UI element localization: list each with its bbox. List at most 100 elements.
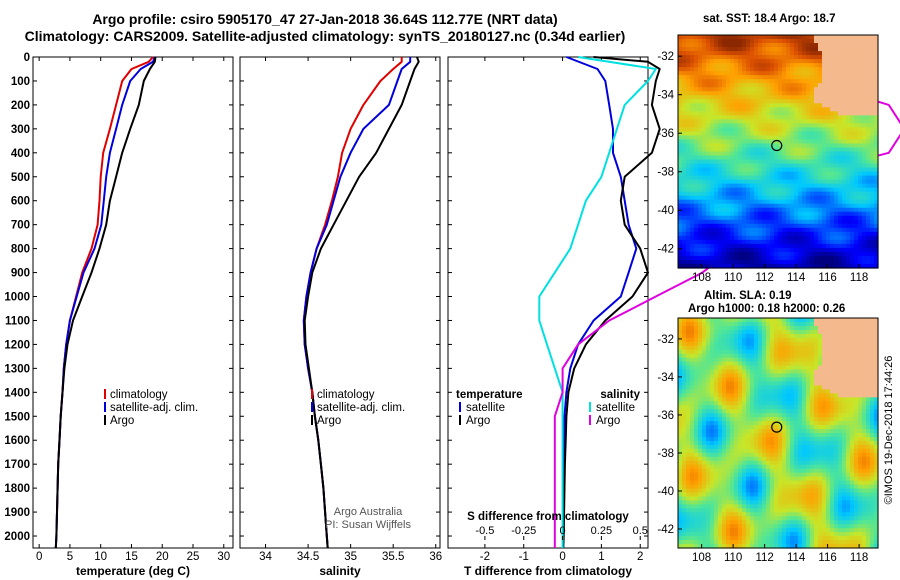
x-tick-label: 36 bbox=[429, 551, 442, 563]
profile-panel-frame bbox=[239, 56, 441, 549]
sla-title: Altim. SLA: 0.19 bbox=[704, 290, 792, 302]
x-tick-label: 1 bbox=[598, 551, 604, 563]
sst-map bbox=[678, 35, 879, 269]
x-tick-label: 20 bbox=[156, 551, 169, 563]
depth-tick-label: 800 bbox=[11, 244, 30, 256]
s-axis-label: S difference from climatology bbox=[467, 511, 629, 523]
map-x-tick-label: 108 bbox=[692, 552, 711, 564]
footer-stamp: ©IMOS 19-Dec-2018 17:44:26 bbox=[883, 356, 895, 505]
map-y-tick-label: -40 bbox=[657, 486, 674, 498]
depth-tick-label: 1800 bbox=[4, 483, 30, 495]
legend-label: satellite-adj. clim. bbox=[317, 402, 405, 414]
profile-panel-frame bbox=[32, 56, 234, 549]
depth-tick-label: 1600 bbox=[4, 435, 30, 447]
depth-tick-label: 1000 bbox=[4, 292, 30, 304]
s-axis-tick-label: -0.5 bbox=[475, 525, 494, 537]
depth-tick-label: 1900 bbox=[4, 507, 30, 519]
annotation-text: Argo Australia bbox=[334, 506, 403, 518]
depth-tick-label: 1300 bbox=[4, 363, 30, 375]
legend-label: Argo bbox=[317, 415, 341, 427]
map-x-tick-label: 110 bbox=[724, 272, 742, 284]
x-tick-label: 5 bbox=[67, 551, 73, 563]
map-x-tick-label: 114 bbox=[787, 272, 806, 284]
map-y-tick-label: -32 bbox=[657, 51, 674, 63]
x-axis-label: salinity bbox=[319, 564, 361, 578]
argo-location-marker bbox=[771, 139, 783, 152]
legend-label: satellite-adj. clim. bbox=[110, 402, 198, 414]
map-x-tick-label: 108 bbox=[692, 272, 711, 284]
s-axis-tick-label: 0 bbox=[560, 525, 566, 537]
x-tick-label: 2 bbox=[637, 551, 643, 563]
map-frame bbox=[677, 34, 879, 269]
s-axis-tick-label: 0.5 bbox=[633, 525, 648, 537]
legend-header: temperature bbox=[456, 389, 522, 401]
depth-tick-label: 1200 bbox=[4, 339, 30, 351]
legend-label: Argo bbox=[110, 415, 134, 427]
map-y-tick-label: -36 bbox=[657, 128, 674, 140]
depth-tick-label: 2000 bbox=[4, 531, 30, 543]
map-y-tick-label: -32 bbox=[657, 334, 674, 346]
profile-panel-frame bbox=[447, 56, 649, 549]
map-y-tick-label: -38 bbox=[657, 448, 674, 460]
map-y-tick-label: -42 bbox=[657, 244, 674, 256]
map-frame bbox=[677, 317, 879, 549]
map-y-tick-label: -34 bbox=[657, 372, 674, 384]
profile-title: Argo profile: csiro 5905170_47 27-Jan-20… bbox=[92, 11, 558, 27]
map-y-tick-label: -40 bbox=[657, 205, 674, 217]
x-tick-label: 15 bbox=[125, 551, 138, 563]
annotation-text: PI: Susan Wijffels bbox=[325, 519, 411, 531]
x-axis-label: temperature (deg C) bbox=[76, 564, 190, 578]
depth-tick-label: 1400 bbox=[4, 387, 30, 399]
s-axis-tick-label: -0.25 bbox=[511, 525, 536, 537]
legend-header: salinity bbox=[600, 389, 640, 401]
sla-map bbox=[678, 318, 879, 549]
depth-tick-label: 600 bbox=[11, 196, 30, 208]
argo-location-marker bbox=[771, 421, 783, 433]
series-line bbox=[562, 56, 661, 549]
x-tick-label: 30 bbox=[217, 551, 230, 563]
map-y-tick-label: -36 bbox=[657, 410, 674, 422]
x-tick-label: 25 bbox=[187, 551, 200, 563]
map-x-tick-label: 110 bbox=[724, 552, 742, 564]
depth-tick-label: 400 bbox=[11, 148, 30, 160]
map-x-tick-label: 112 bbox=[755, 552, 773, 564]
depth-tick-label: 200 bbox=[11, 100, 30, 112]
x-tick-label: -2 bbox=[480, 551, 490, 563]
depth-tick-label: 900 bbox=[11, 268, 30, 280]
map-x-tick-label: 116 bbox=[818, 552, 836, 564]
x-tick-label: 35 bbox=[344, 551, 357, 563]
legend-label: Argo bbox=[596, 415, 620, 427]
map-x-tick-label: 112 bbox=[755, 272, 773, 284]
legend-label: Argo bbox=[466, 415, 490, 427]
s-axis-tick-label: 0.25 bbox=[591, 525, 612, 537]
map-x-tick-label: 118 bbox=[850, 552, 868, 564]
climatology-subtitle: Climatology: CARS2009. Satellite-adjuste… bbox=[24, 28, 626, 44]
depth-tick-label: 0 bbox=[24, 52, 30, 64]
depth-tick-label: 300 bbox=[11, 124, 30, 136]
map-y-tick-label: -34 bbox=[657, 90, 674, 102]
legend-label: satellite bbox=[466, 402, 505, 414]
x-tick-label: 0 bbox=[36, 551, 42, 563]
x-tick-label: 0 bbox=[559, 551, 565, 563]
depth-tick-label: 1500 bbox=[4, 411, 30, 423]
series-line bbox=[54, 56, 157, 549]
depth-tick-label: 100 bbox=[11, 76, 30, 88]
legend-label: climatology bbox=[317, 389, 375, 401]
x-tick-label: -1 bbox=[519, 551, 529, 563]
sst-title: sat. SST: 18.4 Argo: 18.7 bbox=[703, 13, 836, 25]
x-tick-label: 35.5 bbox=[382, 551, 404, 563]
map-y-tick-label: -42 bbox=[657, 524, 674, 536]
map-y-tick-label: -38 bbox=[657, 167, 674, 179]
x-tick-label: 34.5 bbox=[297, 551, 319, 563]
series-line bbox=[538, 56, 657, 548]
depth-tick-label: 500 bbox=[11, 172, 30, 184]
map-x-tick-label: 114 bbox=[787, 552, 806, 564]
legend-label: climatology bbox=[110, 389, 168, 401]
x-tick-label: 10 bbox=[94, 551, 107, 563]
argo-height-text: Argo h1000: 0.18 h2000: 0.26 bbox=[688, 303, 846, 315]
map-x-tick-label: 116 bbox=[818, 272, 836, 284]
series-line bbox=[553, 56, 900, 548]
depth-tick-label: 700 bbox=[11, 220, 30, 232]
depth-tick-label: 1100 bbox=[5, 315, 30, 327]
